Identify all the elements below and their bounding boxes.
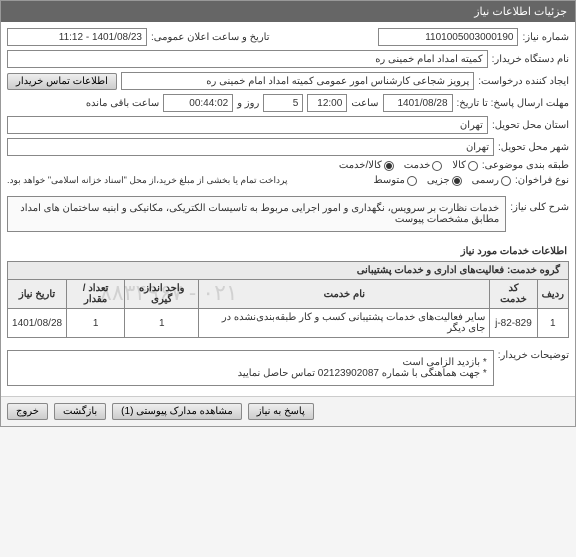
exit-button[interactable]: خروج — [7, 403, 48, 420]
category-label: طبقه بندی موضوعی: — [482, 160, 569, 171]
desc-box: خدمات نظارت بر سرویس، نگهداری و امور اجر… — [7, 196, 506, 232]
radio-khedmat-label: خدمت — [404, 160, 431, 171]
radio-kala-khedmat-label: کالا/خدمت — [339, 160, 382, 171]
radio-circle-icon — [407, 176, 417, 186]
remaining-time-field: 00:44:02 — [163, 94, 233, 112]
radio-circle-icon — [432, 161, 442, 171]
td-date: 1401/08/28 — [8, 309, 67, 338]
buyer-notes-label: توضیحات خریدار: — [498, 344, 569, 361]
table-row: 1 j-82-829 سایر فعالیت‌های خدمات پشتیبان… — [8, 309, 569, 338]
services-table-wrap: گروه خدمت: فعالیت‌های اداری و خدمات پشتی… — [1, 261, 575, 344]
services-header: اطلاعات خدمات مورد نیاز — [1, 242, 575, 261]
group-cell: گروه خدمت: فعالیت‌های اداری و خدمات پشتی… — [8, 262, 569, 280]
th-unit: واحد اندازه گیری — [125, 280, 199, 309]
row-deadline: مهلت ارسال پاسخ: تا تاریخ: 1401/08/28 سا… — [7, 94, 569, 112]
need-no-label: شماره نیاز: — [522, 32, 569, 43]
remaining-label: ساعت باقی مانده — [86, 98, 159, 109]
form-container: جزئیات اطلاعات نیاز شماره نیاز: 11010050… — [0, 0, 576, 427]
days-label: روز و — [237, 98, 259, 109]
radio-circle-icon — [384, 161, 394, 171]
td-name: سایر فعالیت‌های خدمات پشتیبانی کسب و کار… — [199, 309, 490, 338]
radio-kala-khedmat[interactable]: کالا/خدمت — [339, 160, 394, 171]
td-idx: 1 — [537, 309, 568, 338]
priority-radio-group: رسمی جزیی متوسط — [373, 175, 511, 186]
row-priority: نوع فراخوان: رسمی جزیی متوسط پرداخت تمام… — [7, 175, 569, 186]
buyer-org-label: نام دستگاه خریدار: — [492, 54, 569, 65]
services-table: گروه خدمت: فعالیت‌های اداری و خدمات پشتی… — [7, 261, 569, 338]
buyer-note-line1: * بازدید الزامی است — [14, 357, 487, 368]
td-qty: 1 — [67, 309, 125, 338]
group-label: گروه خدمت: — [507, 265, 560, 276]
need-no-field: 1101005003000190 — [378, 28, 518, 46]
city-label: شهر محل تحویل: — [498, 142, 569, 153]
category-radio-group: کالا خدمت کالا/خدمت — [339, 160, 478, 171]
th-idx: ردیف — [537, 280, 568, 309]
th-name: نام خدمت — [199, 280, 490, 309]
row-city: شهر محل تحویل: تهران — [7, 138, 569, 156]
header-bar: جزئیات اطلاعات نیاز — [1, 1, 575, 22]
buyer-notes-box: * بازدید الزامی است * جهت هماهنگی با شما… — [7, 350, 494, 386]
radio-rasmi-label: رسمی — [472, 175, 499, 186]
payment-note: پرداخت تمام یا بخشی از مبلغ خرید،از محل … — [7, 175, 287, 186]
td-code: j-82-829 — [490, 309, 537, 338]
radio-rasmi[interactable]: رسمی — [472, 175, 511, 186]
priority-label: نوع فراخوان: — [515, 175, 569, 186]
radio-circle-icon — [501, 176, 511, 186]
row-buyer-notes: توضیحات خریدار: * بازدید الزامی است * جه… — [1, 344, 575, 392]
radio-jozi-label: جزیی — [427, 175, 450, 186]
footer-buttons: پاسخ به نیاز مشاهده مدارک پیوستی (1) باز… — [1, 396, 575, 426]
announce-field: 1401/08/23 - 11:12 — [7, 28, 147, 46]
deadline-label: مهلت ارسال پاسخ: تا تاریخ: — [457, 98, 569, 109]
row-province: استان محل تحویل: تهران — [7, 116, 569, 134]
province-field: تهران — [7, 116, 488, 134]
row-need-announce: شماره نیاز: 1101005003000190 تاریخ و ساع… — [7, 28, 569, 46]
reply-button[interactable]: پاسخ به نیاز — [248, 403, 314, 420]
time-label-1: ساعت — [351, 98, 378, 109]
buyer-note-line2: * جهت هماهنگی با شماره 02123902087 تماس … — [14, 368, 487, 379]
table-header-row: ردیف کد خدمت نام خدمت واحد اندازه گیری ت… — [8, 280, 569, 309]
radio-motavaset[interactable]: متوسط — [373, 175, 416, 186]
creator-field: پرویز شجاعی کارشناس امور عمومی کمیته امد… — [121, 72, 474, 90]
th-code: کد خدمت — [490, 280, 537, 309]
deadline-date-field: 1401/08/28 — [383, 94, 453, 112]
form-section: شماره نیاز: 1101005003000190 تاریخ و ساع… — [1, 22, 575, 196]
radio-motavaset-label: متوسط — [373, 175, 404, 186]
radio-khedmat[interactable]: خدمت — [404, 160, 443, 171]
announce-label: تاریخ و ساعت اعلان عمومی: — [151, 32, 270, 43]
th-date: تاریخ نیاز — [8, 280, 67, 309]
header-title: جزئیات اطلاعات نیاز — [474, 6, 567, 18]
row-creator: ایجاد کننده درخواست: پرویز شجاعی کارشناس… — [7, 72, 569, 90]
city-field: تهران — [7, 138, 494, 156]
row-desc: شرح کلی نیاز: خدمات نظارت بر سرویس، نگهد… — [1, 196, 575, 238]
td-unit: 1 — [125, 309, 199, 338]
contact-info-button[interactable]: اطلاعات تماس خریدار — [7, 73, 117, 90]
radio-kala-label: کالا — [452, 160, 466, 171]
table-group-row: گروه خدمت: فعالیت‌های اداری و خدمات پشتی… — [8, 262, 569, 280]
radio-kala[interactable]: کالا — [452, 160, 478, 171]
desc-label: شرح کلی نیاز: — [510, 196, 569, 213]
province-label: استان محل تحویل: — [492, 120, 569, 131]
row-category: طبقه بندی موضوعی: کالا خدمت کالا/خدمت — [7, 160, 569, 171]
radio-jozi[interactable]: جزیی — [427, 175, 462, 186]
days-field: 5 — [263, 94, 303, 112]
radio-circle-icon — [468, 161, 478, 171]
deadline-time-field: 12:00 — [307, 94, 347, 112]
back-button[interactable]: بازگشت — [54, 403, 106, 420]
radio-circle-icon — [452, 176, 462, 186]
attachments-button[interactable]: مشاهده مدارک پیوستی (1) — [112, 403, 242, 420]
buyer-org-field: کمیته امداد امام خمینی ره — [7, 50, 488, 68]
group-value: فعالیت‌های اداری و خدمات پشتیبانی — [357, 265, 504, 276]
th-qty: تعداد / مقدار — [67, 280, 125, 309]
row-buyer-org: نام دستگاه خریدار: کمیته امداد امام خمین… — [7, 50, 569, 68]
creator-label: ایجاد کننده درخواست: — [478, 76, 569, 87]
